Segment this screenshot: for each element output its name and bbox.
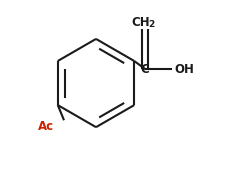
Text: 2: 2: [148, 20, 155, 29]
Text: Ac: Ac: [38, 120, 54, 133]
Text: CH: CH: [132, 16, 150, 29]
Text: C: C: [140, 63, 149, 76]
Text: OH: OH: [175, 63, 195, 76]
